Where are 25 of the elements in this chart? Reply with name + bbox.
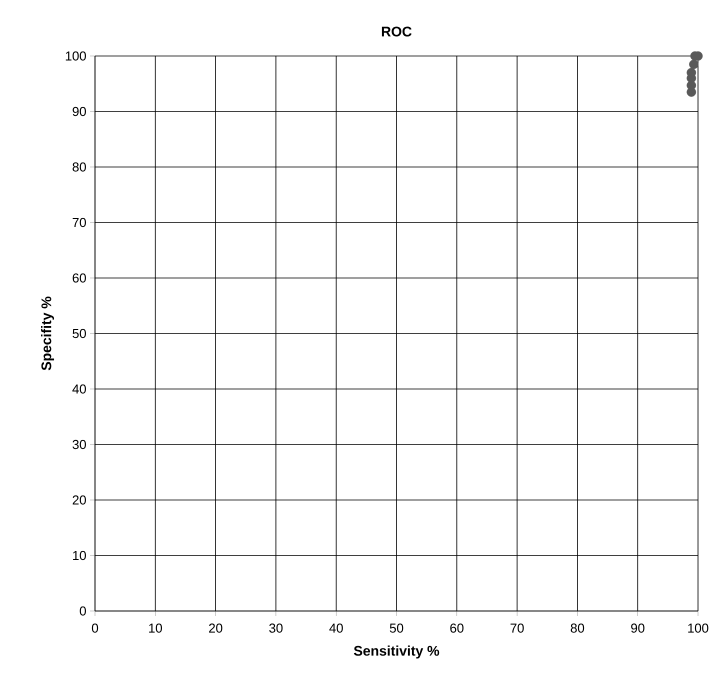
x-tick-label: 90	[631, 624, 644, 633]
x-tick-label: 100	[688, 624, 708, 633]
y-tick-label: 90	[72, 106, 86, 116]
y-tick-label: 20	[72, 495, 86, 505]
y-tick-label: 10	[73, 550, 86, 560]
y-tick-label: 70	[72, 218, 86, 228]
x-tick-label: 10	[149, 624, 162, 633]
y-tick-label: 50	[72, 328, 86, 338]
x-tick-label: 30	[269, 624, 283, 633]
x-tick-label: 50	[390, 624, 404, 633]
y-axis-title: Specifity %	[41, 296, 54, 370]
y-tick-label: 100	[66, 51, 86, 61]
y-tick-label: 0	[80, 606, 86, 616]
x-tick-label: 20	[209, 624, 222, 633]
y-tick-label: 60	[72, 273, 86, 283]
y-tick-label: 30	[72, 440, 86, 450]
y-tick-label: 40	[72, 384, 86, 394]
x-tick-label: 60	[450, 624, 464, 633]
x-tick-label: 70	[510, 624, 524, 633]
x-axis-title: Sensitivity %	[354, 646, 440, 659]
y-tick-label: 80	[72, 162, 86, 172]
x-tick-label: 40	[329, 624, 343, 633]
x-tick-label: 0	[92, 624, 98, 633]
chart-title: ROC	[382, 26, 412, 36]
x-tick-label: 80	[570, 624, 584, 633]
